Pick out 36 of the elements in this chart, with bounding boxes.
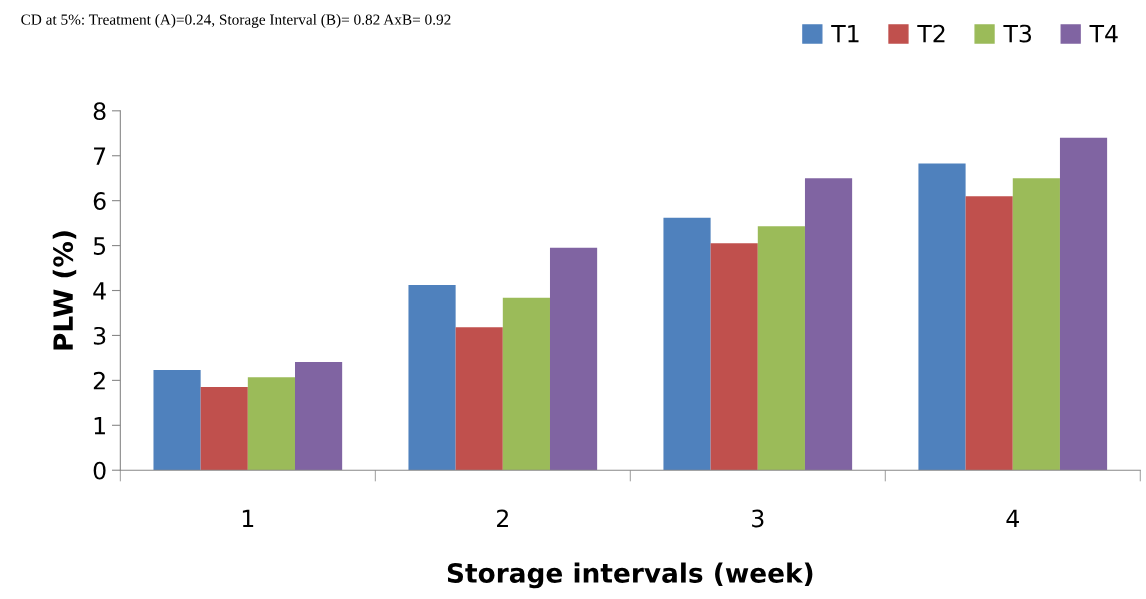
y-tick-label: 3 (93, 326, 106, 345)
y-axis-title: PLW (%) (52, 231, 77, 350)
y-tick-label: 8 (93, 102, 106, 121)
bar (710, 243, 758, 471)
legend-label: T4 (1089, 24, 1118, 43)
legend-label: T2 (917, 24, 945, 43)
legend-label: T1 (831, 24, 859, 43)
bar (200, 387, 248, 471)
x-tick-label: 3 (752, 509, 764, 528)
x-tick-label: 2 (497, 509, 508, 528)
text: CD at 5%: Treatment (A)=0.24, Storage Interval (B)= 0.82 AxB= 0.92 (21, 14, 451, 28)
bar (663, 217, 711, 471)
bar (965, 196, 1013, 471)
bar (757, 226, 805, 471)
x-axis-title: Storage intervals (week) (447, 562, 813, 589)
x-tick-label: 4 (1006, 509, 1019, 528)
y-tick-label: 4 (93, 282, 106, 300)
y-tick-label: 2 (93, 371, 105, 390)
bar (1059, 137, 1108, 471)
bar (549, 247, 598, 471)
bar (408, 285, 456, 471)
legend-label: T3 (1003, 24, 1032, 43)
y-tick-label: 5 (93, 237, 106, 255)
bar (1012, 178, 1060, 471)
bar (502, 297, 550, 471)
bar (455, 327, 503, 471)
bar (294, 361, 343, 471)
bar (247, 377, 295, 471)
x-tick-label: 1 (242, 509, 254, 528)
y-tick-label: 1 (94, 417, 105, 435)
y-tick-label: 7 (94, 147, 106, 165)
y-tick-label: 0 (93, 461, 106, 480)
y-tick-label: 6 (93, 192, 106, 210)
bar (153, 370, 201, 471)
bar (804, 178, 853, 471)
bar (918, 163, 966, 471)
